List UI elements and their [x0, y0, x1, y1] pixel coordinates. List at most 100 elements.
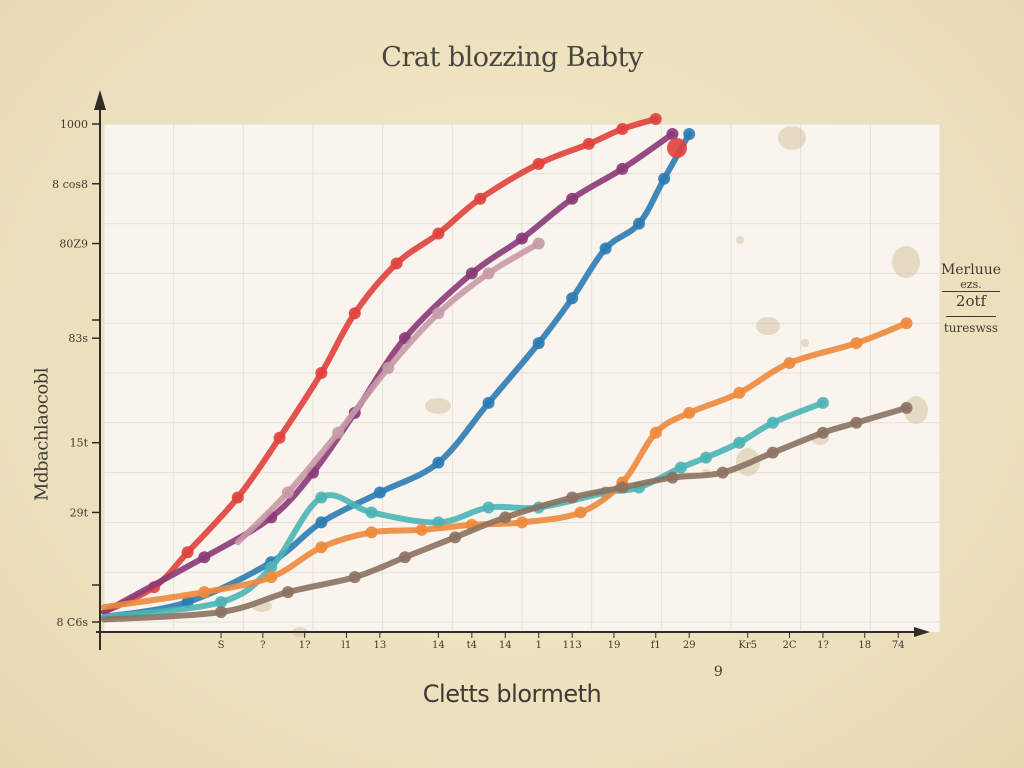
legend: Merluue ezs. 2otf tureswss	[932, 262, 1010, 335]
legend-rule	[946, 316, 996, 317]
series-3-point	[373, 486, 386, 499]
x-tick-label: 2C	[783, 640, 797, 651]
x-tick-label: 1	[536, 640, 542, 651]
y-tick-label: 80Z9	[59, 238, 88, 251]
series-5-point	[415, 523, 428, 536]
series-0-point	[616, 122, 629, 135]
y-tick-label: 29t	[70, 506, 89, 519]
x-axis-label: Cletts blormeth	[422, 680, 602, 708]
series-4-point	[265, 561, 278, 574]
series-2-point	[332, 426, 345, 439]
series-6-point	[766, 446, 779, 459]
legend-line-2: ezs.	[942, 278, 1000, 292]
series-1-point	[616, 162, 629, 175]
x-marker-label: 9	[714, 664, 723, 680]
series-0-point	[273, 431, 286, 444]
series-3-point	[599, 242, 612, 255]
series-6-point	[499, 511, 512, 524]
series-6-point	[616, 481, 629, 494]
series-3-point	[432, 456, 445, 469]
chart-title: Crat blozzing Babty	[381, 42, 643, 73]
x-tick-label: 29	[683, 640, 696, 651]
series-6-point	[449, 531, 462, 544]
series-group	[101, 113, 913, 623]
series-4-point	[699, 451, 712, 464]
series-6-point	[900, 401, 913, 414]
y-tick-label: 83s	[68, 332, 88, 345]
ink-blot	[892, 246, 920, 278]
series-0-point	[649, 113, 662, 126]
series-4-point	[733, 436, 746, 449]
legend-line-1: Merluue	[940, 262, 1002, 278]
x-tick-label: 74	[892, 640, 905, 651]
series-1-point	[198, 551, 211, 564]
x-tick-label: t4	[467, 640, 477, 651]
x-tick-label: Kr5	[738, 640, 757, 651]
series-5-point	[315, 541, 328, 554]
y-ticks: 1000 8 cos8 80Z9 83s 15t 29t 8 C6s	[52, 118, 100, 629]
legend-line-3: 2otf	[955, 292, 987, 310]
x-tick-label: 13	[374, 640, 387, 651]
series-1-point	[666, 127, 679, 140]
series-6-point	[716, 466, 729, 479]
series-6-point	[666, 471, 679, 484]
x-tick-label: S	[218, 640, 225, 651]
series-0-point	[582, 137, 595, 150]
series-2-point	[382, 362, 395, 375]
series-6-point	[850, 416, 863, 429]
series-0-point	[348, 307, 361, 320]
series-5-point	[516, 516, 528, 529]
series-5-point	[900, 317, 913, 330]
series-5-point	[574, 506, 587, 519]
series-5-point	[683, 406, 696, 419]
series-5-point	[198, 586, 211, 599]
x-tick-label: f1	[651, 640, 661, 651]
x-tick-label: 14	[499, 640, 512, 651]
series-5-point	[783, 357, 796, 370]
series-0-point	[390, 257, 403, 270]
series-4-point	[315, 491, 328, 504]
series-2-point	[432, 307, 445, 320]
series-3-point	[683, 127, 696, 140]
series-6-point	[566, 491, 579, 504]
series-2-point	[281, 486, 294, 499]
series-0-point	[231, 491, 244, 504]
series-6-point	[281, 586, 294, 599]
series-1-point	[566, 192, 579, 205]
series-6-point	[398, 551, 411, 564]
series-6-point	[215, 606, 228, 619]
y-tick-label: 1000	[60, 118, 88, 131]
series-0-point	[474, 192, 487, 205]
series-4-point	[674, 461, 687, 474]
series-3-point	[315, 516, 328, 529]
x-ticks: S? 1? l1 13 14 t4 14 1 113 19 f1 29 Kr5 2C 1? 18 74 9	[218, 632, 905, 680]
series-5-point	[649, 426, 662, 439]
x-tick-label: 19	[608, 640, 621, 651]
series-line-0	[101, 116, 659, 616]
series-3-point	[658, 172, 671, 185]
series-5-point	[265, 571, 278, 584]
series-6-point	[348, 571, 361, 584]
x-tick-label: 113	[563, 640, 582, 651]
series-2-point	[482, 267, 495, 280]
series-4-point	[816, 396, 829, 409]
x-tick-label: 1?	[817, 640, 829, 651]
legend-line-4: tureswss	[943, 321, 999, 335]
series-line-5	[101, 320, 910, 611]
series-0-point	[315, 367, 328, 379]
ink-blot	[425, 398, 451, 414]
y-axis-label: Mdbachlaocobl	[31, 368, 53, 501]
ink-blot	[778, 126, 806, 150]
series-6-point	[816, 426, 829, 439]
series-1-point	[465, 267, 478, 280]
axes	[92, 90, 930, 650]
series-5-point	[733, 386, 746, 399]
series-4-point	[365, 506, 378, 519]
ink-blot	[736, 236, 744, 244]
ink-blot	[801, 339, 809, 347]
series-3-point	[532, 337, 545, 350]
x-tick-label: l1	[342, 640, 352, 651]
x-tick-label: ?	[260, 640, 265, 651]
